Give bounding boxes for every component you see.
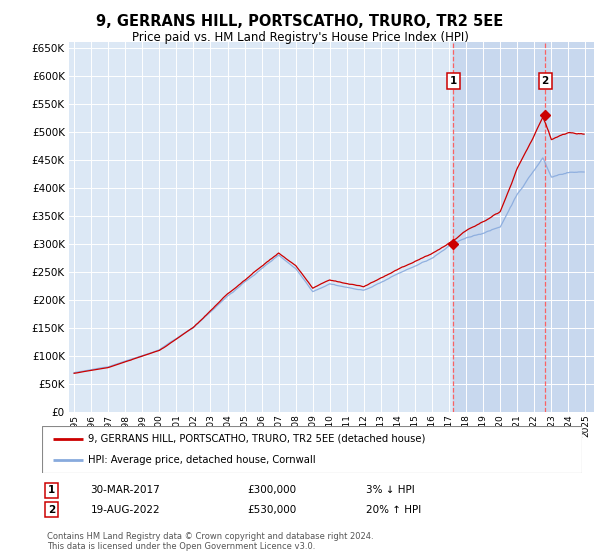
Text: 19-AUG-2022: 19-AUG-2022 — [91, 505, 160, 515]
Text: £300,000: £300,000 — [247, 486, 296, 496]
Text: 9, GERRANS HILL, PORTSCATHO, TRURO, TR2 5EE (detached house): 9, GERRANS HILL, PORTSCATHO, TRURO, TR2 … — [88, 434, 425, 444]
FancyBboxPatch shape — [42, 426, 582, 473]
Text: Contains HM Land Registry data © Crown copyright and database right 2024.
This d: Contains HM Land Registry data © Crown c… — [47, 531, 374, 551]
Text: 2: 2 — [541, 76, 549, 86]
Text: 2: 2 — [48, 505, 55, 515]
Text: HPI: Average price, detached house, Cornwall: HPI: Average price, detached house, Corn… — [88, 455, 316, 465]
Text: 3% ↓ HPI: 3% ↓ HPI — [366, 486, 415, 496]
Text: 9, GERRANS HILL, PORTSCATHO, TRURO, TR2 5EE: 9, GERRANS HILL, PORTSCATHO, TRURO, TR2 … — [97, 14, 503, 29]
Text: 1: 1 — [48, 486, 55, 496]
Text: Price paid vs. HM Land Registry's House Price Index (HPI): Price paid vs. HM Land Registry's House … — [131, 31, 469, 44]
Text: £530,000: £530,000 — [247, 505, 296, 515]
Bar — [454, 42, 594, 412]
Text: 20% ↑ HPI: 20% ↑ HPI — [366, 505, 421, 515]
Text: 30-MAR-2017: 30-MAR-2017 — [91, 486, 160, 496]
Text: 1: 1 — [450, 76, 457, 86]
